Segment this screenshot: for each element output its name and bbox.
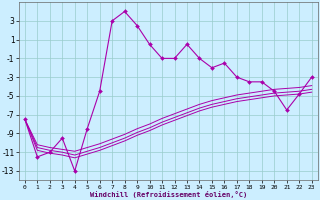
X-axis label: Windchill (Refroidissement éolien,°C): Windchill (Refroidissement éolien,°C) [90, 191, 247, 198]
